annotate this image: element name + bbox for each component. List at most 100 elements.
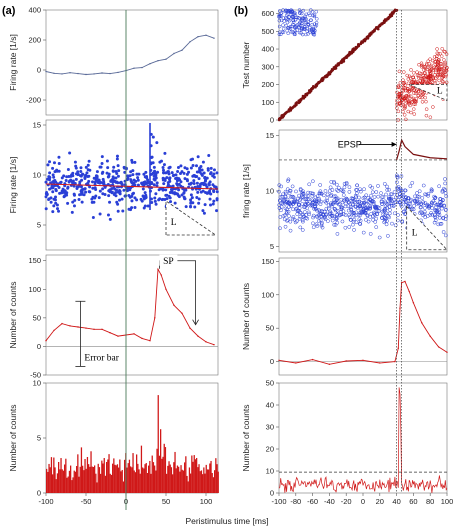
- raster-point: [291, 20, 296, 25]
- y-axis-label: Firing rate [1/s]: [8, 157, 18, 214]
- scatter-point: [283, 224, 288, 229]
- scatter-point: [428, 213, 433, 217]
- scatter-point: [150, 201, 154, 205]
- histogram-bar: [104, 475, 107, 493]
- data-point: [45, 70, 47, 73]
- histogram-bar: [120, 471, 122, 493]
- data-point: [213, 344, 215, 346]
- scatter-point: [79, 174, 83, 178]
- scatter-point: [444, 233, 448, 238]
- raster-point: [431, 105, 435, 109]
- histogram-bar: [212, 477, 215, 493]
- scatter-point: [100, 161, 104, 165]
- scatter-point: [330, 218, 335, 223]
- scatter-point: [399, 188, 404, 193]
- raster-point: [396, 118, 400, 122]
- scatter-point: [184, 205, 188, 209]
- scatter-point: [111, 169, 115, 173]
- scatter-point: [423, 206, 427, 210]
- scatter-point: [168, 176, 172, 180]
- scatter-point: [387, 211, 392, 216]
- raster-point: [421, 92, 425, 96]
- scatter-point: [152, 170, 156, 174]
- raster-point: [407, 102, 411, 106]
- scatter-point: [68, 179, 72, 183]
- scatter-point: [342, 185, 347, 190]
- scatter-point: [162, 171, 166, 175]
- x-tick-label: 20: [376, 497, 384, 506]
- scatter-point: [368, 206, 372, 211]
- histogram-bar: [103, 458, 105, 493]
- scatter-point: [443, 177, 447, 181]
- scatter-point: [343, 213, 348, 217]
- scatter-point: [150, 181, 154, 185]
- scatter-point: [301, 189, 305, 194]
- scatter-point: [208, 197, 212, 201]
- scatter-point: [189, 193, 193, 197]
- scatter-point: [443, 181, 447, 186]
- raster-point: [292, 32, 297, 36]
- raster-point: [397, 69, 402, 74]
- scatter-point: [193, 205, 197, 209]
- scatter-point: [338, 213, 343, 217]
- scatter-point: [177, 195, 181, 199]
- scatter-point: [311, 215, 315, 220]
- histogram-bar: [96, 482, 98, 493]
- scatter-point: [288, 228, 293, 233]
- scatter-point: [73, 182, 77, 186]
- scatter-point: [64, 191, 68, 195]
- scatter-point: [332, 198, 336, 203]
- raster-point: [444, 73, 448, 77]
- plot-frame: [278, 257, 448, 376]
- scatter-point: [280, 194, 285, 199]
- histogram-bar: [200, 470, 203, 493]
- scatter-point: [94, 194, 98, 198]
- scatter-point: [202, 211, 206, 215]
- scatter-point: [57, 209, 61, 213]
- scatter-point: [432, 220, 437, 225]
- scatter-point: [189, 166, 193, 170]
- histogram-bar: [170, 467, 173, 493]
- scatter-point: [376, 194, 381, 199]
- scatter-point: [355, 199, 360, 204]
- scatter-point: [330, 202, 335, 207]
- raster-point: [406, 99, 411, 104]
- x-tick-label: 100: [200, 497, 213, 506]
- data-point: [328, 363, 331, 366]
- data-point: [157, 60, 159, 62]
- histogram-bar: [76, 466, 78, 493]
- scatter-point: [294, 189, 298, 194]
- data-point: [345, 360, 347, 362]
- scatter-point: [107, 194, 111, 198]
- raster-point: [406, 77, 411, 81]
- scatter-point: [277, 189, 281, 194]
- histogram-bar: [169, 464, 171, 493]
- scatter-point: [183, 177, 187, 181]
- histogram-bar: [58, 461, 60, 493]
- scatter-point: [192, 179, 196, 183]
- y-axis-label: Number of counts: [8, 404, 18, 471]
- scatter-point: [114, 180, 118, 184]
- scatter-point: [157, 198, 161, 202]
- histogram-bar: [108, 454, 110, 493]
- y-tick-label: 150: [28, 256, 41, 265]
- y-tick-label: 10: [266, 187, 274, 196]
- scatter-point: [83, 176, 87, 180]
- scatter-point: [352, 228, 356, 232]
- data-point: [399, 307, 401, 309]
- scatter-point: [358, 203, 363, 208]
- scatter-point: [433, 215, 438, 220]
- x-tick-label: 40: [392, 497, 400, 506]
- raster-point: [415, 70, 419, 74]
- scatter-point: [188, 182, 192, 186]
- scatter-point: [436, 202, 440, 207]
- scatter-point: [438, 200, 442, 204]
- scatter-point: [318, 218, 323, 222]
- scatter-point: [310, 179, 315, 184]
- scatter-point: [443, 188, 447, 192]
- data-point: [53, 329, 55, 332]
- histogram-bar: [89, 466, 91, 493]
- scatter-point: [379, 199, 384, 203]
- histogram-bar: [121, 469, 123, 493]
- scatter-point: [129, 178, 133, 182]
